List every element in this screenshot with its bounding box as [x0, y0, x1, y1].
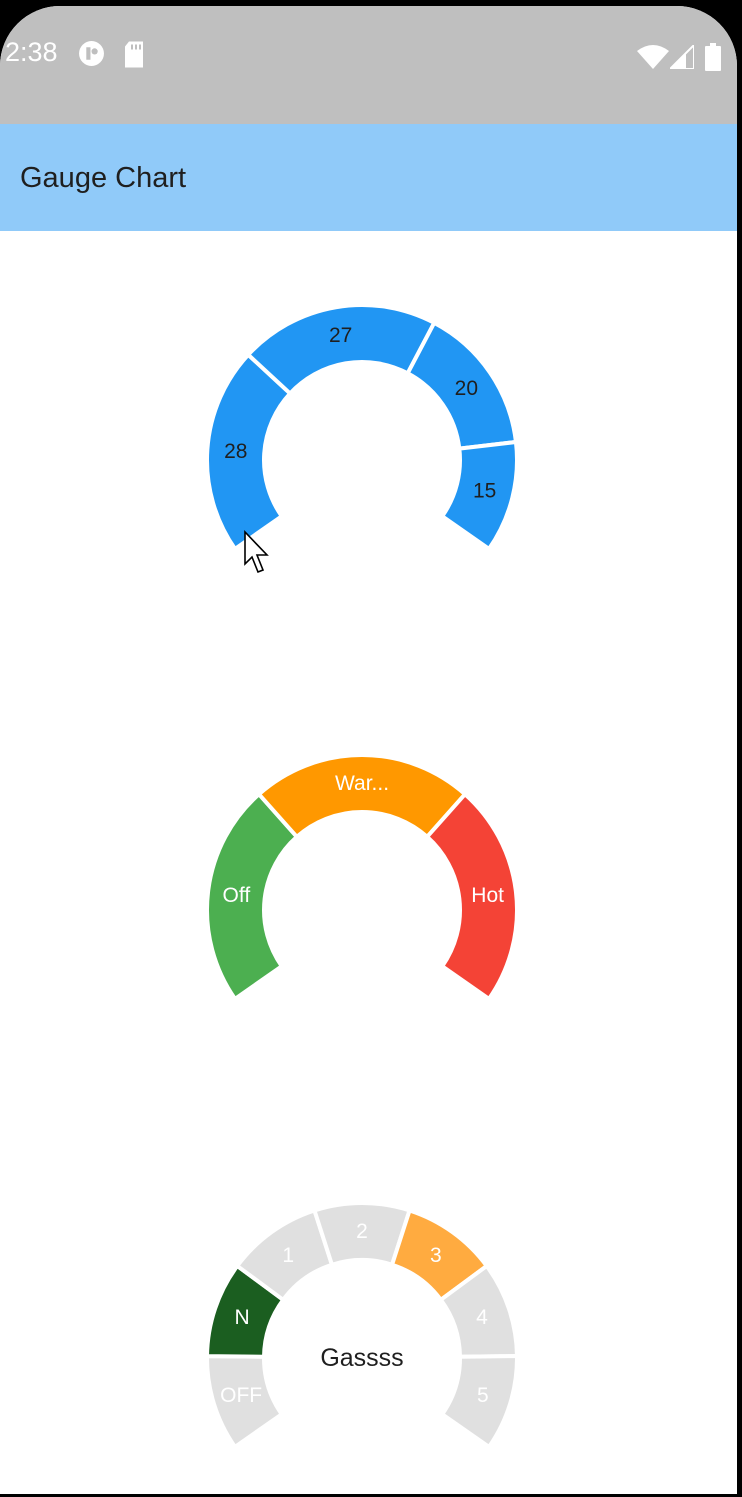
- gauge-chart-2: Off War... Hot: [205, 753, 519, 1002]
- gauge-chart-1: 28 27 20 15: [205, 303, 519, 552]
- signal-icon: [670, 45, 694, 69]
- wifi-icon: [637, 45, 669, 69]
- gauge-3-segment-label-7: 5: [477, 1384, 489, 1407]
- phone-screen: 2:38 Gauge Chart 28 27 20 15 Off War... Hot O: [0, 6, 737, 1494]
- gauge-3-segment-label-3: 1: [282, 1244, 294, 1267]
- status-time: 2:38: [5, 37, 58, 67]
- gauge-2-segment-label-3: Hot: [471, 884, 504, 907]
- gauge-3-segment-label-2: N: [235, 1306, 250, 1329]
- gauge-1-segment-label-1: 28: [224, 440, 247, 463]
- notification-icon: [79, 41, 104, 66]
- gauge-1-segment-2[interactable]: [245, 303, 437, 397]
- gauge-2-segment-3[interactable]: [424, 791, 519, 1002]
- gauge-1-segment-label-3: 20: [455, 377, 478, 400]
- gauge-3-segment-label-5: 3: [430, 1244, 442, 1267]
- gauge-3-segment-label-1: OFF: [220, 1384, 262, 1407]
- app-title: Gauge Chart: [20, 162, 187, 194]
- status-bar: 2:38: [0, 6, 737, 124]
- gauge-2-segment-1[interactable]: [205, 791, 300, 1002]
- gauge-1-segment-4[interactable]: [439, 439, 519, 552]
- sd-card-icon: [125, 41, 143, 68]
- gauge-2-segment-label-1: Off: [223, 884, 251, 907]
- gauge-chart-3: OFF N 1 2 3 4 5 Gassss: [204, 1201, 520, 1450]
- battery-icon: [705, 43, 721, 71]
- gauge-2-segment-label-2: War...: [335, 772, 389, 795]
- gauge-3-segment-7[interactable]: [439, 1354, 519, 1450]
- mouse-cursor-icon: [244, 530, 269, 574]
- gauge-1-segment-label-4: 15: [473, 479, 496, 502]
- gauge-3-segment-label-4: 2: [356, 1220, 368, 1243]
- gauge-1-segment-label-2: 27: [329, 324, 352, 347]
- gauge-3-segment-label-6: 4: [476, 1306, 488, 1329]
- gauge-3-center-label: Gassss: [320, 1344, 403, 1372]
- app-bar: Gauge Chart: [0, 124, 737, 231]
- gauge-2-segment-2[interactable]: [256, 753, 468, 840]
